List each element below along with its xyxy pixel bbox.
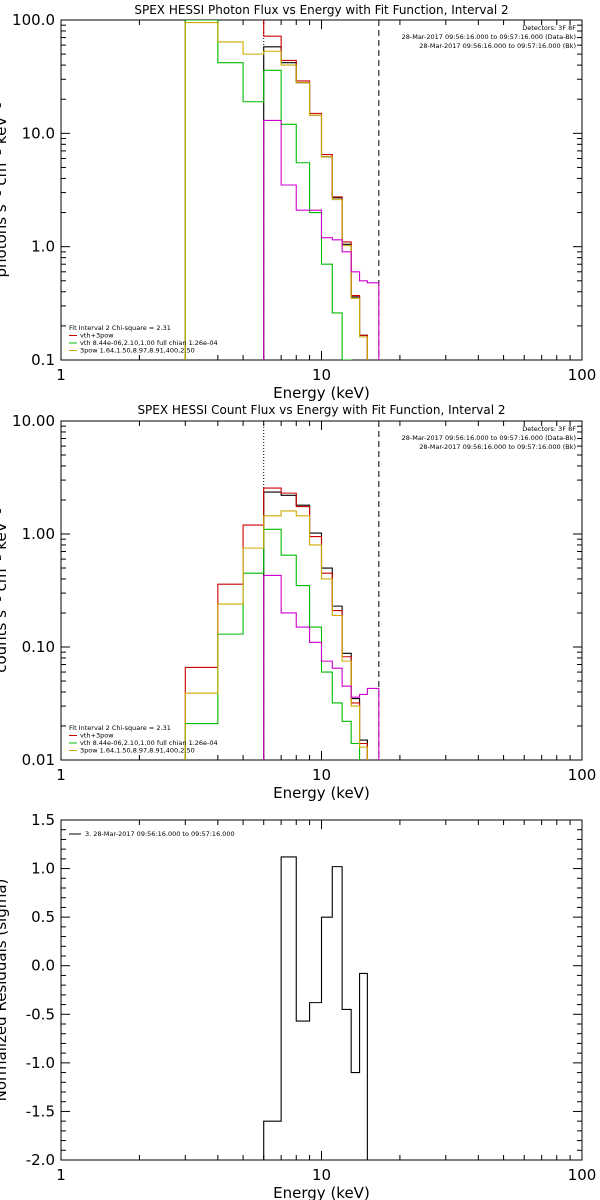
x-axis-label: Energy (keV) bbox=[273, 384, 370, 402]
x-tick-label: 10 bbox=[312, 766, 331, 784]
chart-1: SPEX HESSI Photon Flux vs Energy with Fi… bbox=[0, 3, 597, 402]
x-axis-label: Energy (keV) bbox=[273, 784, 370, 802]
x-tick-label: 100 bbox=[568, 766, 597, 784]
x-tick-label: 1 bbox=[56, 1166, 66, 1184]
y-tick-label: 1.5 bbox=[31, 811, 55, 829]
plot-frame bbox=[60, 420, 583, 761]
legend-text: 3. 28-Mar-2017 09:56:16.000 to 09:57:16.… bbox=[85, 830, 235, 838]
y-tick-label: 1.0 bbox=[31, 238, 55, 256]
top-legend-text: 28-Mar-2017 09:56:16.000 to 09:57:16.000… bbox=[402, 33, 576, 41]
y-tick-label: 10.00 bbox=[12, 412, 55, 430]
fit-legend-text: vth 8.44e-06,2.10,1.00 full chian 1.26e-… bbox=[80, 739, 218, 747]
top-legend-text: Detectors: 3F 8F bbox=[522, 425, 576, 433]
chart-title: SPEX HESSI Photon Flux vs Energy with Fi… bbox=[134, 3, 508, 17]
x-tick-label: 1 bbox=[56, 766, 66, 784]
y-tick-label: 10.0 bbox=[22, 124, 55, 142]
fit-legend-title: Fit Interval 2 Chi-square = 2.31 bbox=[69, 324, 171, 332]
y-tick-label: 0.5 bbox=[31, 908, 55, 926]
chart-title: SPEX HESSI Count Flux vs Energy with Fit… bbox=[137, 403, 505, 417]
x-tick-label: 10 bbox=[312, 366, 331, 384]
fit-legend-text: vth+3pow bbox=[80, 732, 114, 740]
series-line-3pow bbox=[184, 510, 368, 760]
top-legend-text: 28-Mar-2017 09:56:16.000 to 09:57:16.000… bbox=[419, 443, 576, 451]
plot-frame bbox=[60, 19, 583, 361]
chart-3: 1 10 100 -2.0 -1.5 -1.0 -0.5 0.0 0.5 1.0 1.5 Energy… bbox=[0, 811, 596, 1200]
series-line-data-bk bbox=[263, 46, 368, 360]
series-line-bk bbox=[263, 574, 380, 760]
fit-legend-title: Fit Interval 2 Chi-square = 2.31 bbox=[69, 724, 171, 732]
y-tick-label: 0.10 bbox=[22, 638, 55, 656]
series-line-vth bbox=[184, 528, 361, 760]
fit-legend-text: vth 8.44e-06,2.10,1.00 full chian 1.26e-… bbox=[80, 339, 218, 347]
y-axis-label: Normalized Residuals (sigma) bbox=[0, 879, 10, 1102]
top-legend-text: 28-Mar-2017 09:56:16.000 to 09:57:16.000… bbox=[402, 434, 576, 442]
y-tick-label: 0.1 bbox=[31, 351, 55, 369]
series-line-3pow bbox=[184, 21, 368, 360]
top-legend-text: Detectors: 3F 8F bbox=[522, 24, 576, 32]
series-line-data-bk bbox=[263, 491, 368, 760]
x-tick-label: 1 bbox=[56, 366, 66, 384]
x-tick-label: 100 bbox=[568, 1166, 597, 1184]
series-line-vth bbox=[184, 20, 352, 360]
chart-2: SPEX HESSI Count Flux vs Energy with Fit… bbox=[0, 403, 596, 802]
series-line-3-28-mar-2017-09-56-16-000-to-09-57-16-000 bbox=[263, 856, 380, 1160]
fit-legend-text: 3pow 1.64,1.50,8.97,8.91,400,2.50 bbox=[80, 347, 195, 355]
y-tick-label: -1.0 bbox=[26, 1054, 55, 1072]
y-tick-label: -0.5 bbox=[26, 1005, 55, 1023]
y-tick-label: 0.01 bbox=[22, 751, 55, 769]
y-tick-label: 100.0 bbox=[12, 11, 55, 29]
y-axis-label: photons s⁻¹ cm⁻² keV⁻¹ bbox=[0, 103, 10, 278]
x-axis-label: Energy (keV) bbox=[273, 1184, 370, 1200]
fit-legend-text: vth+3pow bbox=[80, 332, 114, 340]
fit-legend-text: 3pow 1.64,1.50,8.97,8.91,400,2.50 bbox=[80, 747, 195, 755]
y-tick-label: -1.5 bbox=[26, 1102, 55, 1120]
y-axis-label: counts s⁻¹ cm⁻² keV⁻¹ bbox=[0, 508, 10, 673]
top-legend-text: 28-Mar-2017 09:56:16.000 to 09:57:16.000… bbox=[419, 42, 576, 50]
y-tick-label: 1.00 bbox=[22, 525, 55, 543]
y-tick-label: 0.0 bbox=[31, 957, 55, 975]
x-tick-label: 10 bbox=[312, 1166, 331, 1184]
y-tick-label: 1.0 bbox=[31, 860, 55, 878]
y-tick-label: -2.0 bbox=[26, 1151, 55, 1169]
x-tick-label: 100 bbox=[568, 366, 597, 384]
series-line-vth-3pow bbox=[184, 20, 368, 360]
series-line-bk bbox=[263, 119, 380, 360]
